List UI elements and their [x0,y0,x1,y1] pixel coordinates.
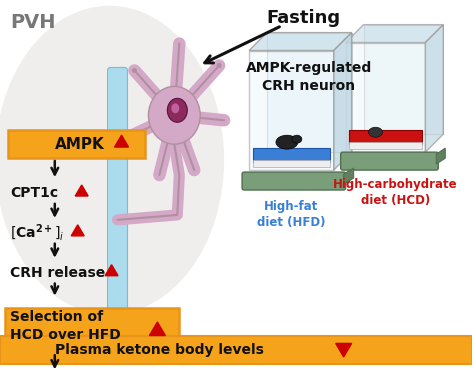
Text: AMPK-regulated
CRH neuron: AMPK-regulated CRH neuron [246,60,372,93]
Text: $[\mathbf{Ca^{2+}}]_i$: $[\mathbf{Ca^{2+}}]_i$ [10,223,64,243]
Ellipse shape [217,63,222,68]
FancyBboxPatch shape [0,336,472,364]
FancyBboxPatch shape [8,130,146,158]
Polygon shape [105,265,118,276]
Ellipse shape [167,98,187,122]
Text: CRH release: CRH release [10,266,105,280]
Ellipse shape [292,135,302,143]
Polygon shape [425,25,443,152]
Ellipse shape [276,135,298,149]
Polygon shape [75,185,88,196]
Text: CPT1c: CPT1c [10,186,58,200]
Ellipse shape [0,6,224,314]
Polygon shape [346,25,443,43]
Polygon shape [334,33,352,170]
Ellipse shape [132,68,137,73]
Polygon shape [344,168,354,184]
Ellipse shape [148,87,200,144]
FancyBboxPatch shape [341,152,438,170]
Ellipse shape [171,103,179,113]
Text: Plasma ketone body levels: Plasma ketone body levels [55,343,264,357]
Polygon shape [71,225,84,236]
FancyBboxPatch shape [108,67,128,342]
Text: High-carbohydrate
diet (HCD): High-carbohydrate diet (HCD) [333,178,458,207]
Bar [364,25,443,134]
Text: Fasting: Fasting [267,9,341,27]
Ellipse shape [369,127,383,137]
Text: Selection of
HCD over HFD: Selection of HCD over HFD [10,310,121,342]
Text: High-fat
diet (HFD): High-fat diet (HFD) [256,200,325,229]
Bar [267,33,352,152]
Text: PVH: PVH [10,13,55,32]
Polygon shape [336,343,352,357]
FancyBboxPatch shape [242,172,346,190]
Polygon shape [249,33,352,51]
Bar [249,51,334,170]
Polygon shape [149,322,165,336]
Bar [349,142,422,149]
Bar [253,148,330,162]
Bar [253,160,330,167]
Bar [346,43,425,152]
Bar [349,130,422,144]
Polygon shape [436,148,445,164]
Text: AMPK: AMPK [55,137,105,152]
Polygon shape [115,135,128,147]
FancyBboxPatch shape [5,308,179,352]
